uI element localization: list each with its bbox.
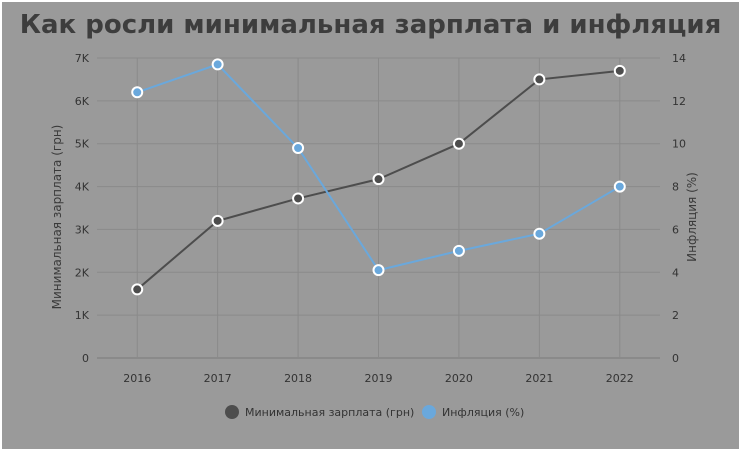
legend[interactable]: Минимальная зарплата (грн) Инфляция (%) (225, 405, 524, 419)
y-tick-right-label: 10 (672, 138, 686, 151)
y-tick-right-label: 2 (672, 309, 679, 322)
y-tick-left-label: 4K (75, 181, 90, 194)
y-tick-right-label: 4 (672, 266, 679, 279)
data-point[interactable] (372, 173, 385, 186)
x-tick-label: 2020 (445, 372, 473, 385)
y-axis-right-title: Инфляция (%) (685, 172, 699, 262)
data-point[interactable] (613, 180, 626, 193)
x-tick-label: 2017 (204, 372, 232, 385)
data-point[interactable] (211, 58, 224, 71)
y-tick-left-label: 1K (75, 309, 90, 322)
y-tick-left-label: 2K (75, 266, 90, 279)
x-tick-label: 2021 (525, 372, 553, 385)
data-point[interactable] (452, 244, 465, 257)
x-tick-label: 2019 (365, 372, 393, 385)
grid (97, 57, 660, 359)
series (131, 58, 626, 296)
y-tick-right-label: 12 (672, 95, 686, 108)
y-tick-left-label: 6K (75, 95, 90, 108)
data-point[interactable] (533, 227, 546, 240)
legend-marker[interactable] (225, 405, 239, 419)
data-point[interactable] (292, 192, 305, 205)
data-point[interactable] (452, 137, 465, 150)
y-tick-left-label: 5K (75, 138, 90, 151)
x-tick-label: 2022 (606, 372, 634, 385)
data-point[interactable] (372, 264, 385, 277)
y-tick-right-label: 14 (672, 52, 686, 65)
data-point[interactable] (131, 283, 144, 296)
data-point[interactable] (211, 214, 224, 227)
y-tick-left-label: 3K (75, 223, 90, 236)
data-point[interactable] (131, 86, 144, 99)
y-tick-right-label: 0 (672, 352, 679, 365)
legend-label[interactable]: Инфляция (%) (442, 406, 524, 419)
chart-title: Как росли минимальная зарплата и инфляци… (19, 10, 722, 40)
legend-label[interactable]: Минимальная зарплата (грн) (245, 406, 414, 419)
axis-ticks: 0 1K 2K 3K 4K 5K 6K 7K 0 2 4 6 8 10 12 14 2016 2017 2018 20… (75, 52, 686, 385)
y-axis-left-title: Минимальная зарплата (грн) (50, 125, 64, 310)
x-tick-label: 2016 (123, 372, 151, 385)
legend-marker[interactable] (422, 405, 436, 419)
y-tick-right-label: 6 (672, 223, 679, 236)
data-point[interactable] (533, 73, 546, 86)
y-tick-left-label: 7K (75, 52, 90, 65)
x-tick-label: 2018 (284, 372, 312, 385)
y-tick-left-label: 0 (82, 352, 89, 365)
data-point[interactable] (613, 64, 626, 77)
y-tick-right-label: 8 (672, 181, 679, 194)
data-point[interactable] (292, 142, 305, 154)
